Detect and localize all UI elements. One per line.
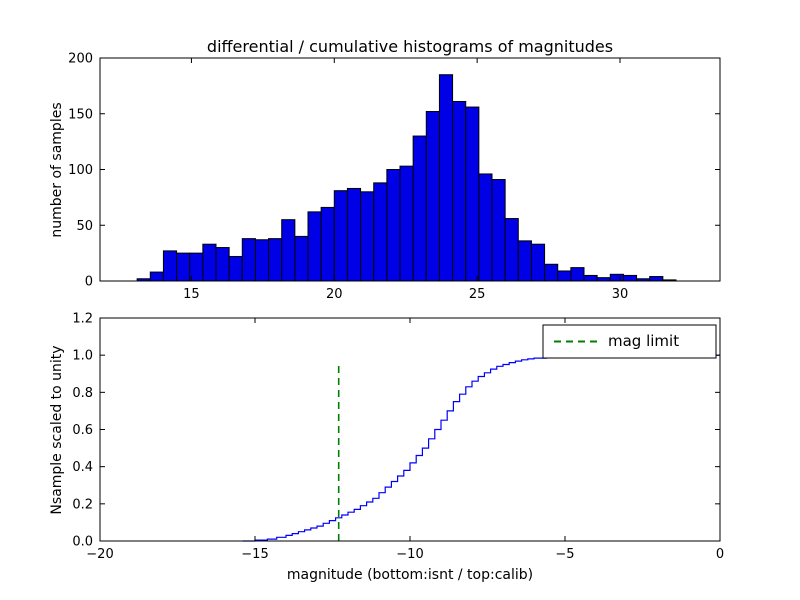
histogram-bar bbox=[228, 255, 243, 282]
histogram-bar bbox=[491, 179, 506, 282]
x-tick-label: 30 bbox=[612, 287, 629, 302]
histogram-bar bbox=[609, 273, 624, 282]
histogram-bar bbox=[425, 111, 440, 282]
histogram-bar bbox=[320, 206, 335, 282]
histogram-bar bbox=[360, 191, 375, 282]
y-tick-label: 0.6 bbox=[72, 423, 93, 438]
histogram-bar bbox=[596, 277, 611, 282]
histogram-bar bbox=[386, 169, 401, 282]
x-tick-label: −20 bbox=[86, 547, 113, 562]
y-tick-label: 50 bbox=[76, 219, 93, 234]
histogram-bar bbox=[649, 276, 664, 282]
cumulative-line bbox=[242, 354, 720, 542]
y-tick-label: 0.0 bbox=[72, 535, 93, 550]
histogram-bar bbox=[570, 267, 585, 282]
histogram-bar bbox=[241, 238, 256, 282]
y-tick-label: 1.0 bbox=[72, 349, 93, 364]
histogram-bar bbox=[202, 243, 217, 282]
histogram-bar bbox=[583, 274, 598, 282]
legend-label-mag-limit: mag limit bbox=[608, 332, 680, 350]
bottom-ylabel: Nsample scaled to unity bbox=[49, 345, 65, 515]
x-tick-label: −15 bbox=[241, 547, 268, 562]
histogram-bar bbox=[622, 274, 638, 282]
x-tick-label: −10 bbox=[396, 547, 423, 562]
y-tick-label: 200 bbox=[68, 52, 93, 67]
chart-title: differential / cumulative histograms of … bbox=[206, 37, 614, 56]
y-tick-label: 0 bbox=[85, 275, 93, 290]
histogram-bar bbox=[530, 243, 546, 282]
histogram-bar bbox=[254, 239, 270, 282]
histogram-bar bbox=[557, 270, 572, 282]
histogram-bar bbox=[452, 100, 467, 282]
x-tick-label: −5 bbox=[555, 547, 574, 562]
histogram-bar bbox=[333, 190, 348, 282]
x-tick-label: 20 bbox=[326, 287, 343, 302]
x-tick-label: 15 bbox=[183, 287, 200, 302]
y-tick-label: 150 bbox=[68, 107, 93, 122]
histogram-bar bbox=[294, 235, 309, 282]
histogram-bar bbox=[504, 218, 519, 282]
histogram-bar bbox=[281, 219, 296, 282]
histogram-bar bbox=[346, 187, 362, 282]
histogram-bar bbox=[149, 271, 164, 282]
histogram-bar bbox=[162, 250, 178, 282]
histogram-bar bbox=[373, 182, 388, 282]
histogram-bar bbox=[438, 74, 454, 282]
histogram-bar bbox=[544, 263, 559, 282]
histogram-bar bbox=[176, 252, 191, 282]
histogram-bar bbox=[215, 247, 230, 282]
y-tick-label: 1.2 bbox=[72, 312, 93, 327]
y-tick-label: 0.4 bbox=[72, 460, 93, 475]
y-tick-label: 0.2 bbox=[72, 497, 93, 512]
histogram-bar bbox=[465, 106, 480, 282]
histogram-bar bbox=[478, 173, 493, 282]
x-tick-label: 0 bbox=[716, 547, 724, 562]
histogram-bar bbox=[268, 238, 283, 282]
histogram-bar bbox=[517, 240, 532, 282]
top-ylabel: number of samples bbox=[49, 102, 65, 238]
y-tick-label: 100 bbox=[68, 163, 93, 178]
x-tick-label: 25 bbox=[469, 287, 486, 302]
x-axis-label: magnitude (bottom:isnt / top:calib) bbox=[286, 567, 534, 583]
histogram-bar bbox=[399, 165, 414, 282]
histogram-bar bbox=[307, 211, 322, 282]
y-tick-label: 0.8 bbox=[72, 386, 93, 401]
histogram-bar bbox=[412, 135, 427, 282]
